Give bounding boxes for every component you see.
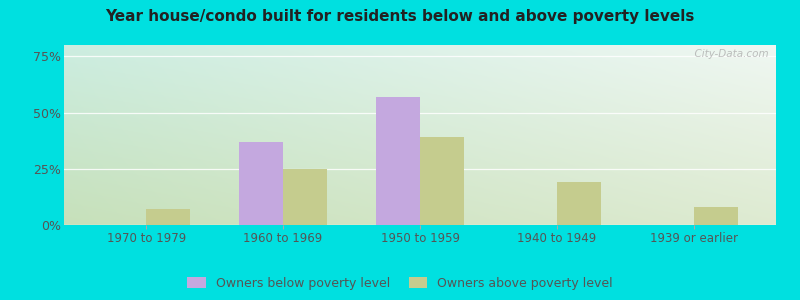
- Bar: [146, 209, 190, 225]
- Bar: [283, 169, 327, 225]
- Text: Year house/condo built for residents below and above poverty levels: Year house/condo built for residents bel…: [106, 9, 694, 24]
- Bar: [694, 207, 738, 225]
- Bar: [239, 142, 283, 225]
- Bar: [420, 137, 464, 225]
- Text: City-Data.com: City-Data.com: [688, 49, 769, 58]
- Bar: [557, 182, 601, 225]
- Bar: [376, 97, 420, 225]
- Legend: Owners below poverty level, Owners above poverty level: Owners below poverty level, Owners above…: [183, 273, 617, 294]
